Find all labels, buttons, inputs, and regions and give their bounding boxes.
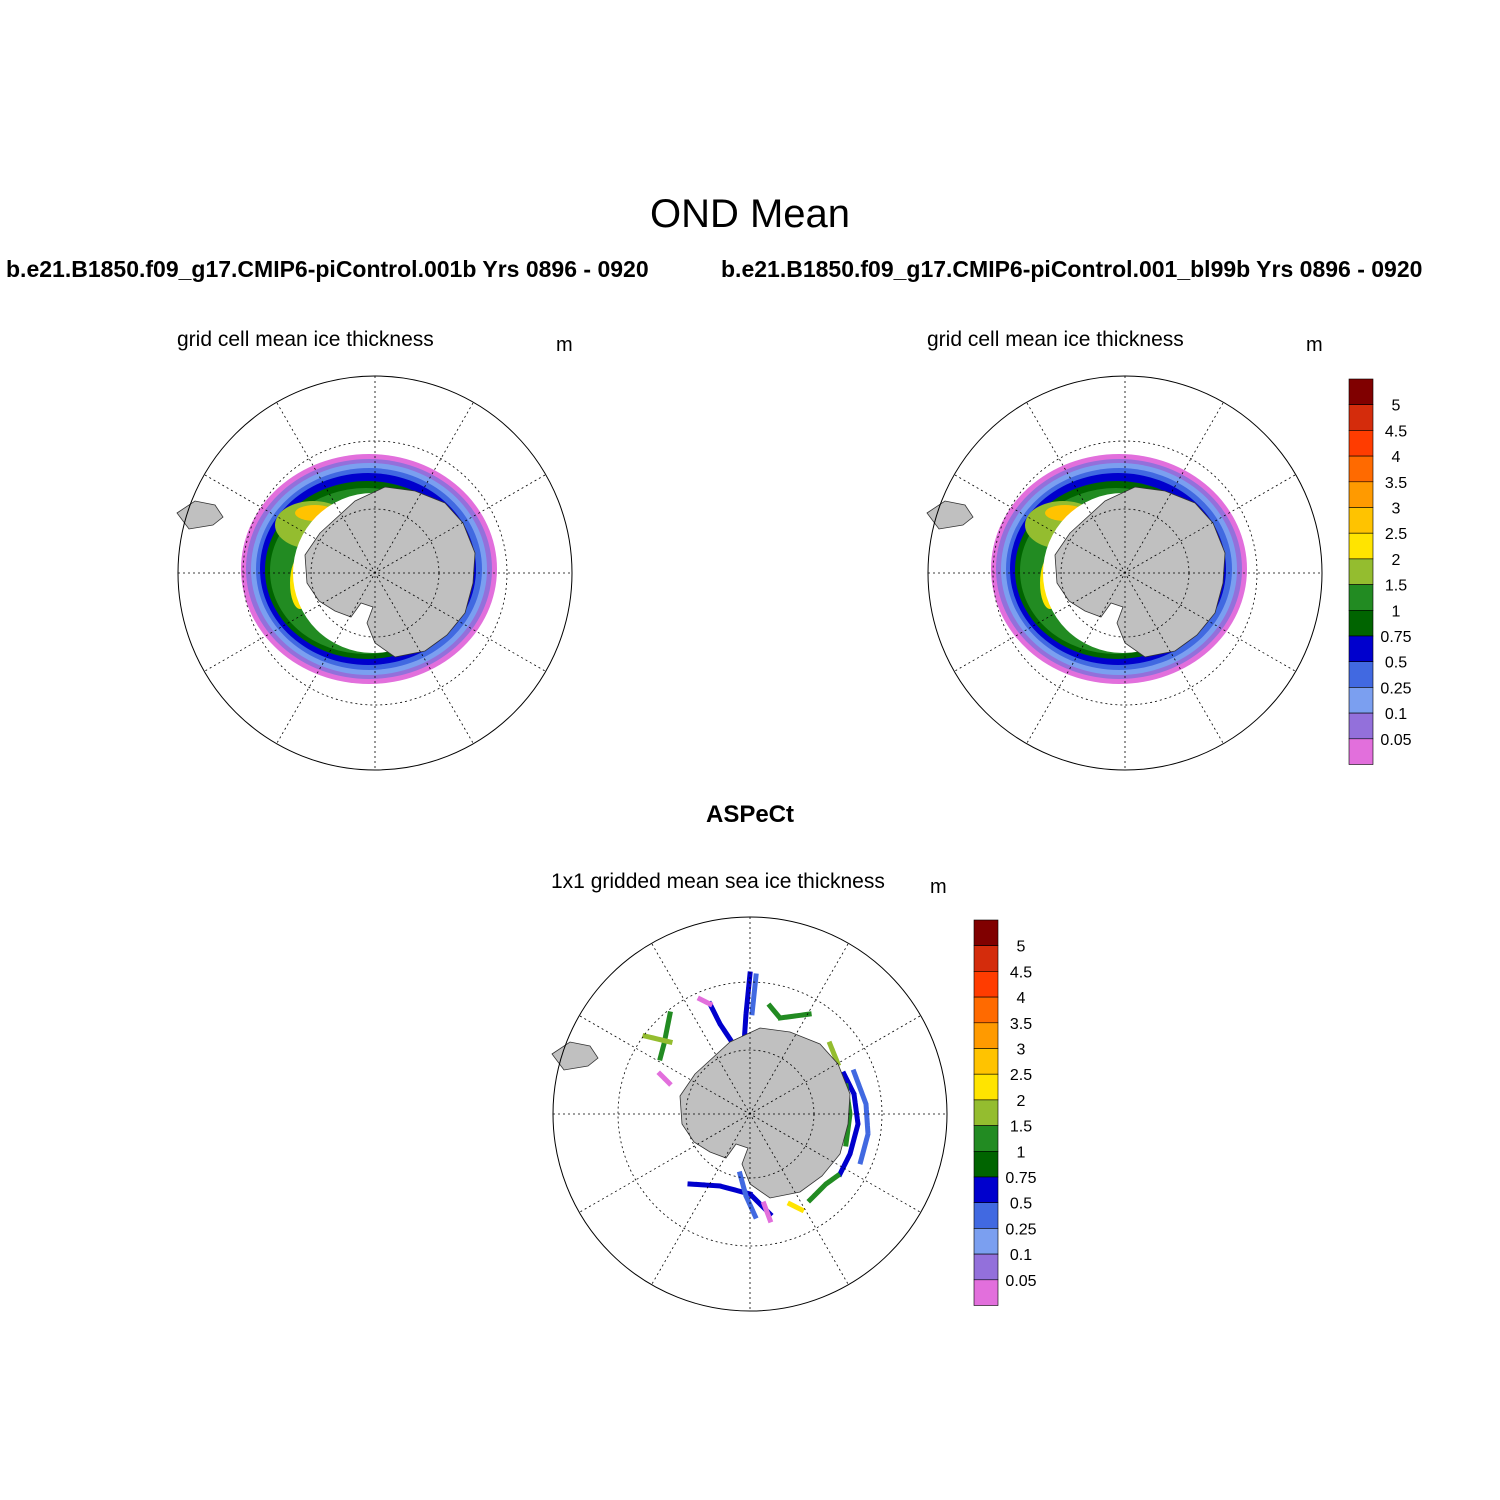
- colorbar-swatch: [1348, 532, 1374, 560]
- colorbar-swatch: [973, 1151, 999, 1178]
- colorbar-swatch: [973, 919, 999, 947]
- colorbar-tick-label: 1.5: [1010, 1119, 1032, 1136]
- panel-left-variable-label: grid cell mean ice thickness: [177, 328, 434, 351]
- colorbar-swatch: [973, 1279, 999, 1306]
- colorbar-tick-label: 3: [1017, 1042, 1026, 1059]
- colorbar-swatch: [1348, 404, 1374, 431]
- case-title-right: b.e21.B1850.f09_g17.CMIP6-piControl.001_…: [721, 256, 1423, 282]
- colorbar-tick-label: 3.5: [1385, 475, 1407, 492]
- colorbar-tick-label: 0.5: [1385, 655, 1407, 672]
- colorbar-swatch: [1348, 455, 1374, 483]
- colorbar-swatch: [973, 1253, 999, 1281]
- colorbar-tick-label: 2.5: [1010, 1067, 1032, 1084]
- colorbar-tick-label: 0.1: [1010, 1247, 1032, 1264]
- observation-title: ASPeCt: [705, 801, 795, 828]
- colorbar-bottom: 5 4.5 4 3.5 3 2.5 2 1.5 1 0.75 0.5 0.25 0.1 0.05: [973, 919, 1037, 1306]
- antarctica-landmass: [679, 1027, 851, 1199]
- case-title-left: b.e21.B1850.f09_g17.CMIP6-piControl.001b…: [6, 256, 649, 282]
- colorbar-tick-label: 0.1: [1385, 706, 1407, 723]
- south-america-tip: [176, 500, 224, 530]
- colorbar-swatch: [1348, 687, 1374, 714]
- observation-variable-label: 1x1 gridded mean sea ice thickness: [551, 870, 885, 893]
- colorbar-swatch: [1348, 481, 1374, 508]
- colorbar-swatch: [1348, 610, 1374, 637]
- panel-left-units: m: [556, 334, 573, 356]
- colorbar-swatch: [1348, 584, 1374, 611]
- colorbar-tick-label: 2.5: [1385, 526, 1407, 543]
- colorbar-tick-label: 0.25: [1380, 680, 1411, 697]
- colorbar-swatch: [1348, 712, 1374, 740]
- colorbar-tick-label: 4: [1017, 990, 1026, 1007]
- colorbar-tick-label: 3: [1392, 501, 1401, 518]
- colorbar-tick-label: 0.5: [1010, 1196, 1032, 1213]
- colorbar-tick-label: 4.5: [1385, 423, 1407, 440]
- map-graticule: [178, 376, 572, 770]
- colorbar-swatch: [973, 1176, 999, 1204]
- colorbar-swatch: [1348, 635, 1374, 663]
- panel-right-units: m: [1306, 334, 1323, 356]
- colorbar-swatch: [1348, 378, 1374, 406]
- colorbar-tick-label: 4: [1392, 449, 1401, 466]
- south-america-tip: [926, 500, 974, 530]
- colorbar-tick-label: 2: [1392, 552, 1401, 569]
- antarctica-landmass: [1054, 486, 1226, 658]
- colorbar-swatch: [973, 1022, 999, 1049]
- map-boundary: [552, 916, 948, 1312]
- antarctica-landmass: [304, 486, 476, 658]
- map-observation: [551, 916, 948, 1312]
- colorbar-tick-label: 0.25: [1005, 1221, 1036, 1238]
- colorbar-swatch: [973, 1048, 999, 1075]
- map-graticule: [928, 376, 1322, 770]
- colorbar-swatch: [1348, 738, 1374, 765]
- colorbar-tick-label: 5: [1017, 939, 1026, 956]
- south-america-tip: [551, 1041, 599, 1071]
- colorbar-top: 5 4.5 4 3.5 3 2.5 2 1.5 1 0.75 0.5 0.25 0.1 0.05: [1348, 378, 1412, 765]
- colorbar-tick-label: 1: [1017, 1144, 1026, 1161]
- colorbar-swatch: [973, 1202, 999, 1229]
- colorbar-swatch: [973, 1125, 999, 1152]
- colorbar-swatch: [973, 945, 999, 972]
- figure-title: OND Mean: [649, 192, 851, 236]
- map-boundary: [927, 375, 1323, 771]
- colorbar-tick-label: 1.5: [1385, 578, 1407, 595]
- colorbar-swatch: [973, 1099, 999, 1126]
- colorbar-tick-label: 1: [1392, 603, 1401, 620]
- colorbar-swatch: [1348, 558, 1374, 585]
- colorbar-tick-label: 0.05: [1005, 1273, 1036, 1290]
- colorbar-swatch: [973, 996, 999, 1024]
- colorbar-tick-label: 0.75: [1380, 629, 1411, 646]
- colorbar-swatch: [973, 1228, 999, 1255]
- colorbar-swatch: [1348, 507, 1374, 534]
- colorbar-tick-label: 5: [1392, 398, 1401, 415]
- map-graticule: [553, 917, 947, 1311]
- observation-units: m: [930, 876, 947, 898]
- map-model-right: [926, 375, 1323, 771]
- colorbar-swatch: [973, 971, 999, 998]
- map-model-left: [176, 375, 573, 771]
- panel-right-variable-label: grid cell mean ice thickness: [927, 328, 1184, 351]
- colorbar-tick-label: 4.5: [1010, 964, 1032, 981]
- colorbar-swatch: [973, 1073, 999, 1101]
- colorbar-swatch: [1348, 430, 1374, 457]
- colorbar-tick-label: 3.5: [1010, 1016, 1032, 1033]
- map-boundary: [177, 375, 573, 771]
- colorbar-tick-label: 2: [1017, 1093, 1026, 1110]
- colorbar-swatch: [1348, 661, 1374, 688]
- colorbar-tick-label: 0.75: [1005, 1170, 1036, 1187]
- colorbar-tick-label: 0.05: [1380, 732, 1411, 749]
